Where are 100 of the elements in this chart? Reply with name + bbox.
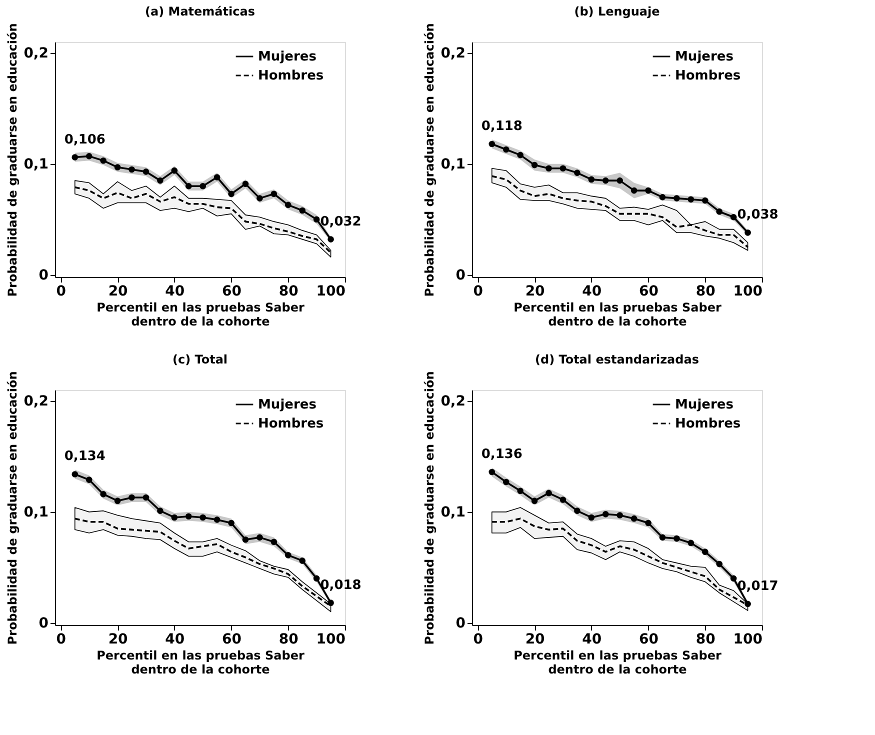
point	[588, 176, 595, 183]
point	[270, 190, 278, 198]
point	[328, 600, 334, 606]
legend-label: Mujeres	[675, 50, 734, 64]
y-axis-title: Probabilidad de graduarse en educación	[422, 371, 437, 645]
point	[313, 575, 320, 582]
point	[531, 498, 538, 504]
x-tick-label: 0	[473, 284, 484, 300]
y-tick-label: 0,2	[440, 46, 466, 62]
legend-label: Hombres	[675, 416, 741, 432]
y-tick-label: 0,2	[24, 46, 48, 62]
legend-label: Mujeres	[258, 398, 317, 412]
legend-label: Mujeres	[675, 398, 734, 412]
legend-label: Hombres	[675, 68, 741, 84]
point	[128, 166, 135, 173]
point	[602, 177, 609, 184]
point	[72, 471, 78, 478]
point	[645, 520, 652, 526]
point	[114, 498, 121, 504]
legend-label: Mujeres	[258, 50, 317, 64]
point	[688, 540, 694, 546]
point	[517, 152, 524, 158]
point	[630, 515, 638, 522]
chart-title: (d) Total estandarizadas	[535, 352, 699, 367]
point	[588, 514, 595, 521]
point	[560, 165, 566, 172]
point	[171, 514, 178, 521]
data-label: 0,038	[737, 208, 778, 223]
point	[228, 520, 234, 526]
y-axis-title: Probabilidad de graduarse en educación	[6, 23, 20, 297]
y-tick-label: 0,1	[24, 504, 48, 520]
x-axis-title: Percentil en las pruebas Saber dentro de la cohorte	[96, 300, 304, 328]
x-tick-label: 20	[108, 632, 128, 648]
x-tick-label: 100	[316, 632, 346, 648]
point	[744, 230, 751, 236]
point	[214, 174, 220, 180]
point	[574, 170, 580, 176]
x-tick-label: 20	[525, 284, 546, 300]
point	[716, 560, 723, 568]
point	[86, 153, 92, 160]
point	[185, 182, 192, 190]
x-tick-label: 100	[733, 632, 763, 648]
point	[72, 154, 78, 160]
point	[299, 558, 306, 564]
x-tick-label: 40	[165, 632, 185, 648]
x-axis-title: Percentil en las pruebas Saber dentro de la cohorte	[96, 648, 304, 676]
x-axis-title: Percentil en las pruebas Saber dentro de la cohorte	[514, 648, 722, 676]
data-label: 0,032	[320, 214, 362, 230]
x-tick-label: 60	[222, 284, 242, 300]
point	[228, 190, 234, 198]
x-tick-label: 20	[525, 632, 546, 648]
x-tick-label: 60	[222, 632, 242, 648]
point	[242, 180, 249, 188]
point	[100, 157, 106, 164]
legend-label: Hombres	[258, 416, 324, 432]
chart-title: (b) Lenguaje	[574, 4, 660, 19]
x-tick-label: 80	[278, 284, 299, 300]
point	[630, 187, 638, 194]
point	[531, 162, 538, 168]
chart-title: (c) Total	[172, 352, 228, 367]
legend-label: Hombres	[258, 68, 324, 84]
point	[142, 168, 150, 175]
point	[716, 208, 723, 215]
x-tick-label: 40	[165, 284, 185, 300]
y-axis-title: Probabilidad de graduarse en educación	[6, 371, 20, 645]
point	[214, 516, 220, 523]
y-tick-label: 0	[38, 615, 49, 632]
x-tick-label: 0	[56, 284, 66, 300]
point	[502, 146, 510, 153]
y-tick-label: 0	[456, 267, 466, 284]
point	[242, 536, 249, 543]
x-axis-title: Percentil en las pruebas Saber dentro de la cohorte	[514, 300, 722, 328]
x-tick-label: 100	[316, 284, 346, 300]
point	[270, 538, 278, 546]
x-tick-label: 40	[582, 284, 602, 300]
point	[616, 512, 624, 518]
point	[674, 535, 680, 542]
point	[730, 214, 737, 220]
y-axis-title: Probabilidad de graduarse en educación	[422, 23, 437, 297]
point	[688, 196, 694, 203]
x-tick-label: 80	[278, 632, 299, 648]
point	[674, 195, 680, 202]
point	[502, 478, 510, 486]
data-label: 0,017	[737, 578, 778, 594]
y-tick-label: 0,1	[440, 156, 466, 172]
point	[546, 165, 552, 172]
y-tick-label: 0,2	[24, 394, 48, 410]
point	[142, 494, 150, 501]
point	[602, 510, 609, 518]
point	[100, 491, 106, 498]
x-tick-label: 60	[639, 284, 659, 300]
chart-title: (a) Matemáticas	[145, 4, 255, 19]
point	[702, 197, 708, 204]
x-tick-label: 0	[56, 632, 66, 648]
point	[744, 600, 751, 608]
point	[560, 496, 566, 503]
data-label: 0,134	[64, 449, 106, 464]
point	[702, 548, 708, 555]
point	[488, 140, 496, 148]
point	[157, 508, 164, 514]
